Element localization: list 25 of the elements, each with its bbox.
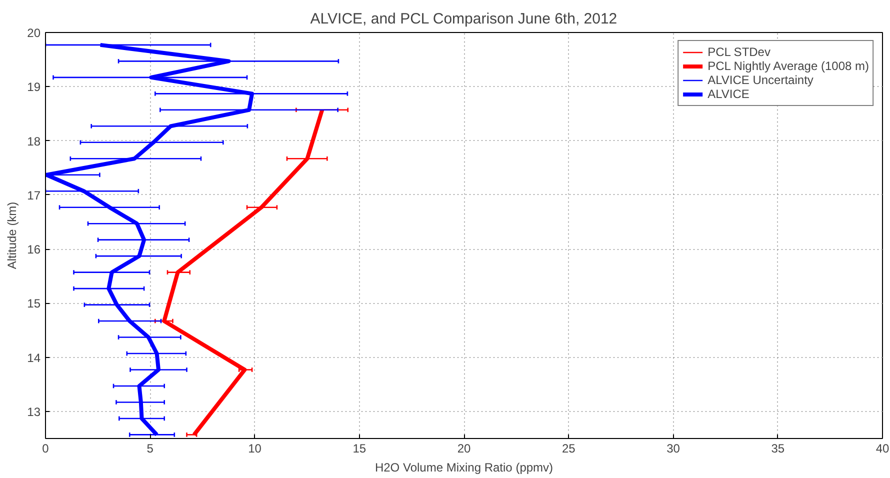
- y-tick-label: 15: [27, 296, 41, 311]
- x-tick-label: 15: [352, 442, 366, 456]
- y-tick-label: 13: [27, 404, 41, 419]
- x-tick-label: 25: [562, 442, 576, 456]
- y-tick-label: 20: [27, 26, 41, 40]
- x-tick-label: 20: [457, 442, 471, 456]
- x-tick-label: 10: [248, 442, 262, 456]
- x-tick-label: 0: [42, 442, 50, 456]
- line-series: [162, 108, 324, 437]
- legend-label: PCL Nightly Average (1008 m): [708, 59, 869, 73]
- legend-label: PCL STDev: [708, 45, 770, 59]
- y-tick-label: 17: [27, 188, 41, 202]
- x-tick-label: 35: [771, 442, 785, 456]
- y-axis-title: Altitude (km): [5, 202, 20, 270]
- x-tick-label: 30: [666, 442, 680, 456]
- x-tick-label: 5: [146, 442, 154, 456]
- x-axis-title: H2O Volume Mixing Ratio (ppmv): [374, 460, 554, 474]
- x-tick-label: 40: [876, 442, 890, 456]
- chart-title: ALVICE, and PCL Comparison June 6th, 2012: [310, 10, 618, 28]
- y-tick-label: 18: [27, 134, 41, 148]
- y-tick-label: 19: [27, 80, 41, 94]
- legend-label: ALVICE Uncertainty: [708, 73, 814, 87]
- y-tick-label: 14: [27, 350, 41, 365]
- y-tick-label: 16: [27, 242, 41, 257]
- legend-label: ALVICE: [708, 87, 750, 101]
